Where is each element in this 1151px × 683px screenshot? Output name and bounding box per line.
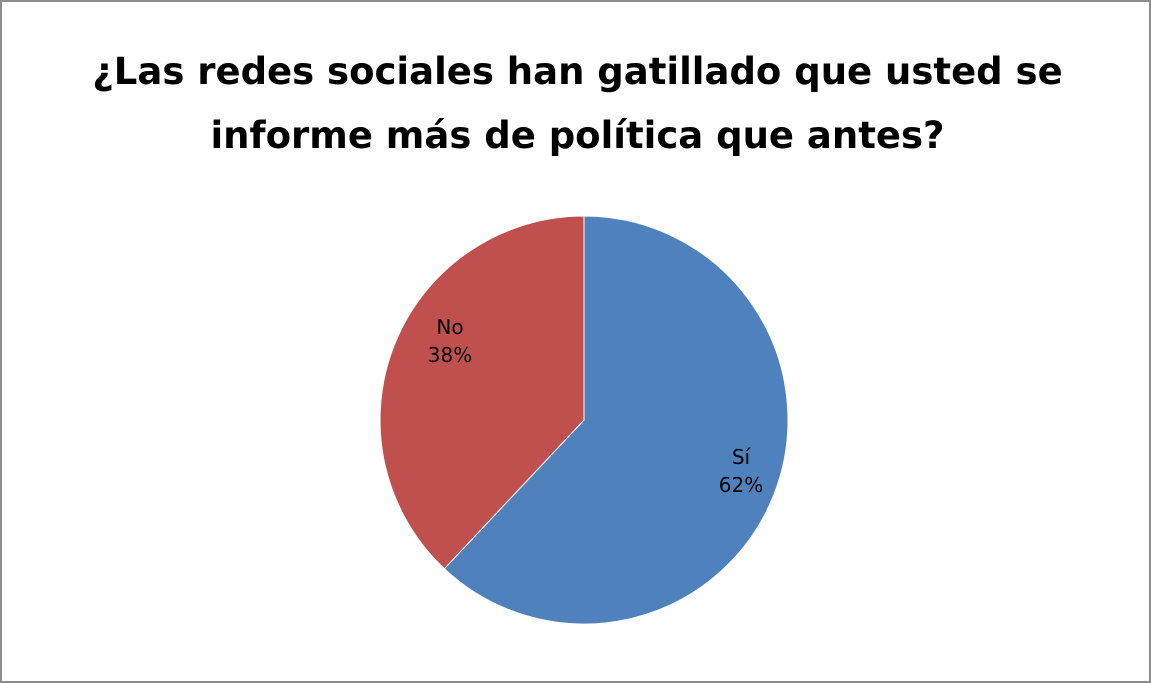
chart-title-line-1: ¿Las redes sociales han gatillado que us… <box>92 50 1063 93</box>
slice-label-percent: 62% <box>719 473 763 497</box>
slice-label-percent: 38% <box>428 343 472 367</box>
pie-slice-si <box>443 215 789 625</box>
pie-labels: Sí 62% No 38% <box>428 315 763 497</box>
pie-slices <box>379 215 789 625</box>
chart-title: ¿Las redes sociales han gatillado que us… <box>2 40 1151 168</box>
slice-label-name: Sí <box>732 445 752 469</box>
pie-slice-no <box>379 215 585 570</box>
slice-label-name: No <box>436 315 463 339</box>
chart-title-line-2: informe más de política que antes? <box>210 114 945 157</box>
